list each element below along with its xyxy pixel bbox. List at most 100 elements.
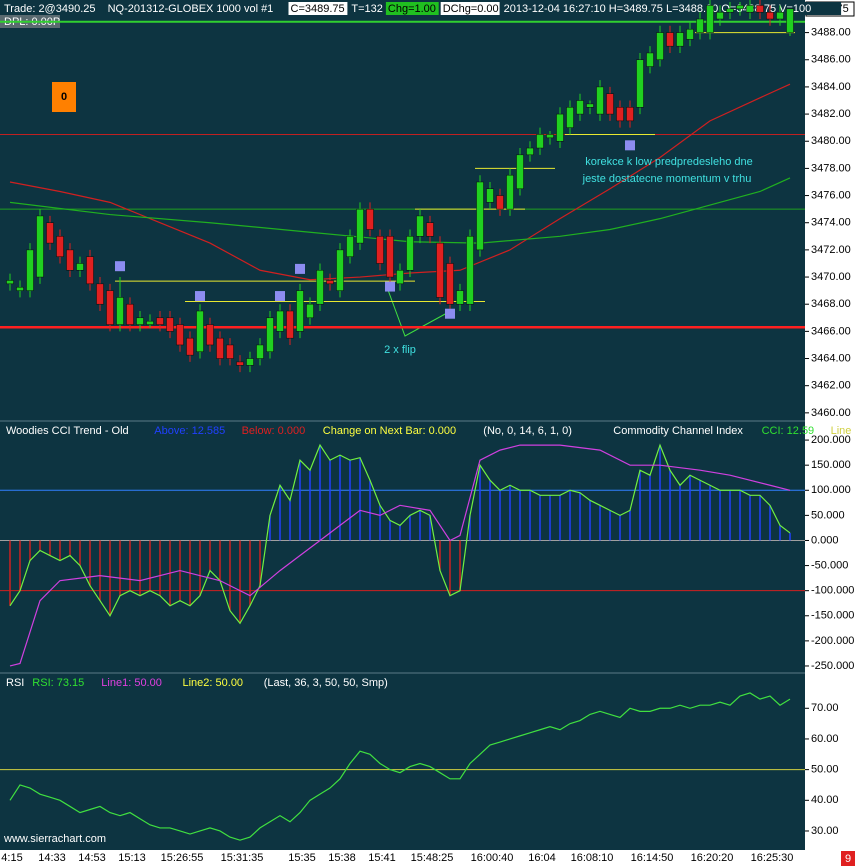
x-tick-label: 16:00:40 [471, 852, 514, 864]
candle-body [256, 344, 264, 359]
y-tick-label: 30.00 [811, 825, 839, 837]
candle-body [276, 310, 284, 332]
y-tick-label: -50.000 [811, 559, 848, 571]
legend-item: (No, 0, 14, 6, 1, 0) [483, 425, 572, 437]
x-tick-label: 16:14:50 [631, 852, 674, 864]
candle-body [166, 317, 174, 332]
signal-marker [195, 291, 205, 302]
annotation: 0 [61, 91, 67, 103]
candle-body [136, 317, 144, 325]
candle-body [686, 28, 694, 40]
candle-body [436, 242, 444, 298]
candle-body [356, 208, 364, 244]
candle-body [766, 11, 774, 20]
candle-body [616, 107, 624, 122]
legend-item: RSI: 73.15 [32, 677, 84, 689]
header-box [288, 2, 348, 15]
legend-item: Change on Next Bar: 0.000 [323, 425, 456, 437]
annotation: jeste dostatecne momentum v trhu [582, 173, 752, 185]
watermark: www.sierrachart.com [3, 833, 106, 845]
candle-body [326, 280, 334, 285]
signal-marker [115, 261, 125, 272]
candle-body [286, 310, 294, 339]
candle-body [86, 256, 94, 285]
candle-body [96, 283, 104, 305]
candle-body [306, 303, 314, 319]
candle-body [56, 236, 64, 257]
candle-body [246, 358, 254, 366]
x-tick-label: 15:48:25 [411, 852, 454, 864]
y-tick-label: 3482.00 [811, 108, 851, 120]
y-tick-label: 3486.00 [811, 54, 851, 66]
candle-body [116, 297, 124, 325]
candle-body [66, 249, 74, 271]
x-tick-label: 16:25:30 [751, 852, 794, 864]
legend-item: Line1: 50.00 [101, 677, 162, 689]
candle-body [776, 11, 784, 20]
y-tick-label: 3478.00 [811, 162, 851, 174]
candle-body [376, 236, 384, 264]
header-item: C=3489.75 [291, 3, 345, 15]
y-tick-label: 3470.00 [811, 271, 851, 283]
candle-body [446, 263, 454, 305]
y-tick-label: 3480.00 [811, 135, 851, 147]
header-box [385, 2, 439, 15]
candle-body [736, 5, 744, 10]
candle-body [146, 320, 154, 325]
legend-item: Commodity Channel Index [613, 425, 743, 437]
candle-body [526, 147, 534, 156]
candle-body [676, 32, 684, 47]
candle-body [756, 5, 764, 13]
candle-body [566, 107, 574, 128]
x-tick-label: 14:33 [38, 852, 66, 864]
time-axis-panel [0, 850, 855, 866]
header-item: Chg=1.00 [388, 3, 436, 15]
header-box [2, 2, 104, 15]
x-tick-label: 15:26:55 [161, 852, 204, 864]
y-tick-label: 3468.00 [811, 298, 851, 310]
y-tick-label: 0.000 [811, 534, 839, 546]
y-tick-label: 40.00 [811, 794, 839, 806]
candle-body [606, 93, 614, 115]
header-box [501, 2, 842, 15]
header-item: DChg=0.00 [443, 3, 499, 15]
candle-body [496, 195, 504, 210]
candle-body [476, 181, 484, 251]
candle-body [366, 208, 374, 230]
candle-body [316, 270, 324, 305]
candle-body [346, 236, 354, 257]
y-tick-label: 3466.00 [811, 325, 851, 337]
candle-body [336, 249, 344, 291]
x-tick-label: 15:13 [118, 852, 146, 864]
candle-body [176, 324, 184, 346]
legend-item: (Last, 36, 3, 50, 50, Smp) [264, 677, 388, 689]
x-tick-label: 15:38 [328, 852, 356, 864]
y-tick-label: 3472.00 [811, 244, 851, 256]
candle-body [466, 236, 474, 305]
candle-body [626, 107, 634, 122]
candle-body [266, 317, 274, 352]
candle-body [156, 317, 164, 325]
price-axis-panel [805, 0, 855, 850]
header-item: T=132 [351, 3, 383, 15]
candle-body [556, 113, 564, 142]
candle-body [106, 290, 114, 325]
x-tick-label: 15:41 [368, 852, 396, 864]
candle-body [536, 134, 544, 149]
candle-body [656, 32, 664, 61]
x-tick-label: 16:08:10 [571, 852, 614, 864]
candle-body [186, 337, 194, 356]
candle-body [646, 52, 654, 67]
legend-item: Woodies CCI Trend - Old [6, 425, 129, 437]
candle-body [216, 337, 224, 359]
y-tick-label: -150.000 [811, 610, 854, 622]
candle-body [396, 270, 404, 285]
candle-body [46, 222, 54, 244]
y-tick-label: 60.00 [811, 733, 839, 745]
header-box [440, 2, 500, 15]
legend-item: CCI: 12.59 [762, 425, 815, 437]
candle-body [786, 8, 794, 33]
